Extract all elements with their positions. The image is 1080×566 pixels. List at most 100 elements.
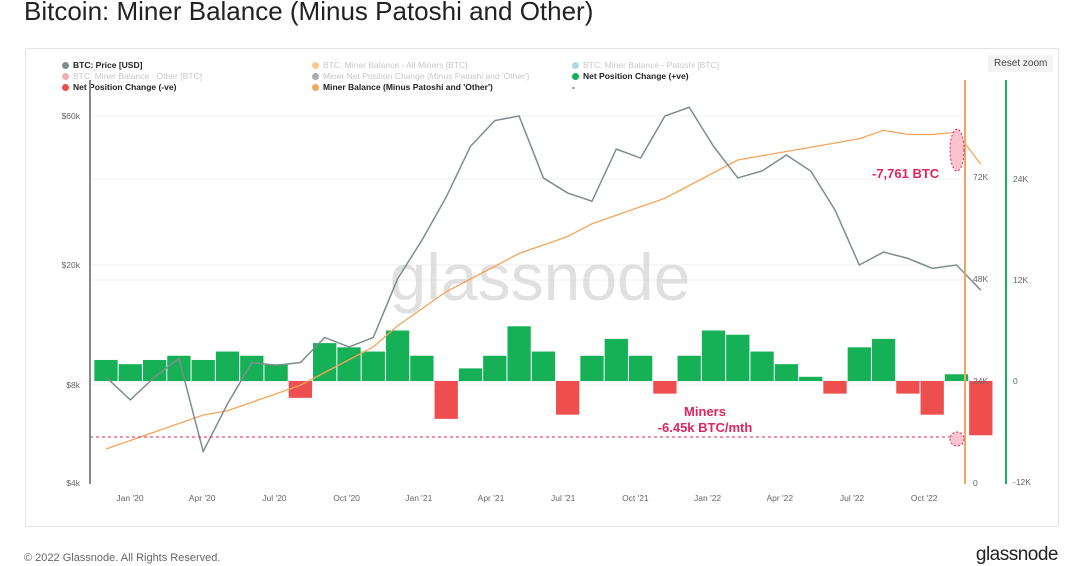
net-position-positive-bar xyxy=(458,368,483,381)
net-position-positive-bar xyxy=(118,364,142,381)
x-tick: Jul '22 xyxy=(840,493,865,503)
y-net-tick: 0 xyxy=(1013,376,1018,386)
legend-item[interactable]: BTC: Miner Balance - All Miners [BTC] xyxy=(312,60,468,70)
net-position-positive-bar xyxy=(215,351,240,381)
legend-dot-icon xyxy=(62,62,69,69)
net-position-positive-bar xyxy=(142,359,167,381)
net-position-positive-bar xyxy=(871,338,896,381)
miner-balance-line xyxy=(105,129,982,450)
net-position-positive-bar xyxy=(385,330,410,381)
legend-dot-icon xyxy=(572,62,579,69)
net-position-negative-bar xyxy=(556,381,580,415)
x-tick: Apr '20 xyxy=(189,493,216,503)
legend-label: Miner Net Position Change (Minus Patoshi… xyxy=(323,71,530,81)
net-position-positive-bar xyxy=(677,355,701,381)
legend-label: - xyxy=(572,82,575,92)
net-position-negative-bar xyxy=(653,381,677,394)
y-balance-tick: 48K xyxy=(973,274,988,284)
net-position-positive-bar xyxy=(483,355,507,381)
legend-item[interactable]: Miner Net Position Change (Minus Patoshi… xyxy=(312,71,529,81)
legend-item[interactable]: Miner Balance (Minus Patoshi and 'Other'… xyxy=(312,82,493,92)
net-position-positive-bar xyxy=(531,351,556,381)
net-position-positive-bar xyxy=(191,359,215,381)
net-position-positive-bar xyxy=(701,330,726,381)
legend-label: BTC: Miner Balance - Other [BTC] xyxy=(73,71,202,81)
legend-item[interactable]: Net Position Change (+ve) xyxy=(572,71,689,81)
net-change-highlight xyxy=(949,431,965,447)
balance-drop-label: -7,761 BTC xyxy=(872,166,940,181)
y-net-tick: -12K xyxy=(1013,477,1031,487)
legend-item[interactable]: - xyxy=(572,82,575,92)
y-left-tick: $4k xyxy=(66,478,80,488)
legend-dot-icon xyxy=(312,84,319,91)
legend-label: BTC: Price [USD] xyxy=(73,60,143,70)
net-position-positive-bar xyxy=(337,347,361,381)
net-position-positive-bar xyxy=(361,351,385,381)
price-line xyxy=(105,106,982,454)
net-position-positive-bar xyxy=(313,343,337,381)
net-position-positive-bar xyxy=(628,355,653,381)
net-position-negative-bar xyxy=(288,381,313,398)
net-position-positive-bar xyxy=(847,347,871,381)
x-tick: Oct '21 xyxy=(622,493,649,503)
net-position-negative-bar xyxy=(823,381,847,394)
copyright: © 2022 Glassnode. All Rights Reserved. xyxy=(24,552,221,564)
miners-rate-label: -6.45k BTC/mth xyxy=(657,420,753,435)
reset-zoom-button[interactable]: Reset zoom xyxy=(988,55,1054,72)
net-position-positive-bar xyxy=(240,355,264,381)
net-position-positive-bar xyxy=(774,364,799,381)
chart-frame xyxy=(25,48,1059,527)
miners-label: Miners xyxy=(684,404,726,419)
x-tick: Apr '22 xyxy=(766,493,793,503)
net-position-positive-bar xyxy=(264,364,288,381)
page-title: Bitcoin: Miner Balance (Minus Patoshi an… xyxy=(24,0,594,26)
y-balance-tick: 24K xyxy=(973,376,988,386)
x-tick: Jul '20 xyxy=(262,493,287,503)
legend-item[interactable]: Net Position Change (-ve) xyxy=(62,82,176,92)
net-position-positive-bar xyxy=(750,351,774,381)
y-balance-tick: 0 xyxy=(973,478,978,488)
legend-dot-icon xyxy=(312,62,319,69)
net-position-positive-bar xyxy=(726,334,750,381)
legend-label: Net Position Change (+ve) xyxy=(583,71,689,81)
x-tick: Jan '22 xyxy=(694,493,721,503)
x-tick: Jan '20 xyxy=(116,493,143,503)
legend-dot-icon xyxy=(572,73,579,80)
y-net-tick: 24K xyxy=(1013,174,1028,184)
legend-label: BTC: Miner Balance - Patoshi [BTC] xyxy=(583,60,720,70)
legend-dot-icon xyxy=(62,84,69,91)
legend-item[interactable]: BTC: Miner Balance - Patoshi [BTC] xyxy=(572,60,719,70)
net-position-negative-bar xyxy=(434,381,458,419)
legend-label: Miner Balance (Minus Patoshi and 'Other'… xyxy=(323,82,493,92)
y-left-tick: $60k xyxy=(62,111,81,121)
net-position-positive-bar xyxy=(944,374,969,381)
y-balance-tick: 72K xyxy=(973,172,988,182)
x-tick: Oct '22 xyxy=(911,493,938,503)
net-position-negative-bar xyxy=(969,381,993,436)
y-net-tick: 12K xyxy=(1013,275,1028,285)
legend-item[interactable]: BTC: Miner Balance - Other [BTC] xyxy=(62,71,202,81)
balance-drop-highlight xyxy=(949,128,965,172)
x-tick: Apr '21 xyxy=(478,493,505,503)
net-position-positive-bar xyxy=(410,355,434,381)
net-position-positive-bar xyxy=(580,355,604,381)
x-tick: Oct '20 xyxy=(333,493,360,503)
net-position-negative-bar xyxy=(920,381,944,415)
y-left-tick: $20k xyxy=(62,260,81,270)
legend-label: BTC: Miner Balance - All Miners [BTC] xyxy=(323,60,468,70)
net-position-positive-bar xyxy=(507,326,531,381)
legend-item[interactable]: BTC: Price [USD] xyxy=(62,60,142,70)
x-tick: Jul '21 xyxy=(551,493,576,503)
legend-label: Net Position Change (-ve) xyxy=(73,82,177,92)
legend-dot-icon xyxy=(312,73,319,80)
net-position-negative-bar xyxy=(896,381,920,394)
net-position-positive-bar xyxy=(94,359,118,381)
x-tick: Jan '21 xyxy=(405,493,432,503)
net-position-positive-bar xyxy=(799,376,823,381)
net-position-positive-bar xyxy=(604,338,628,381)
watermark: glassnode xyxy=(390,240,691,314)
y-left-tick: $8k xyxy=(66,380,80,390)
glassnode-logo: glassnode xyxy=(975,544,1059,565)
legend-dot-icon xyxy=(62,73,69,80)
